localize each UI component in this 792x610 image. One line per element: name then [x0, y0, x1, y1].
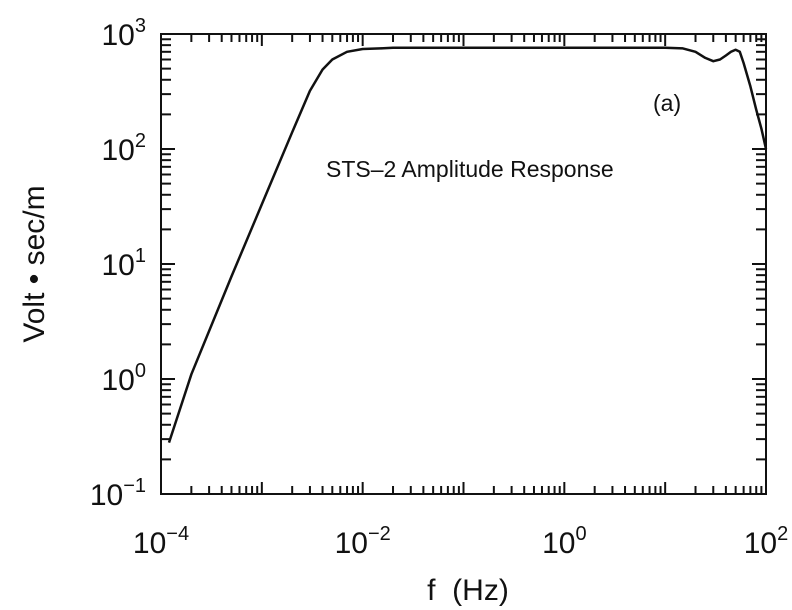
x-tick-labels: 10−4 10−2 100 102	[133, 523, 788, 560]
axis-ticks	[160, 34, 766, 495]
tick-label: 100	[102, 360, 147, 397]
tick-label: 10−2	[335, 523, 391, 560]
tick-label: 102	[102, 130, 147, 167]
tick-label: 101	[102, 245, 147, 282]
tick-label: 100	[542, 523, 587, 560]
tick-label: 10−1	[90, 475, 146, 512]
panel-label: (a)	[653, 90, 681, 116]
response-curve	[167, 46, 768, 443]
x-axis-label: f (Hz)	[427, 574, 509, 607]
tick-label: 103	[102, 15, 147, 52]
tick-label: 10−4	[133, 523, 189, 560]
tick-label: 102	[744, 523, 789, 560]
y-axis-label: Volt • sec/m	[18, 185, 51, 342]
chart-annotation-title: STS–2 Amplitude Response	[326, 156, 614, 182]
y-tick-labels: 10−1 100 101 102 103	[90, 15, 146, 512]
plot-frame	[160, 33, 767, 495]
